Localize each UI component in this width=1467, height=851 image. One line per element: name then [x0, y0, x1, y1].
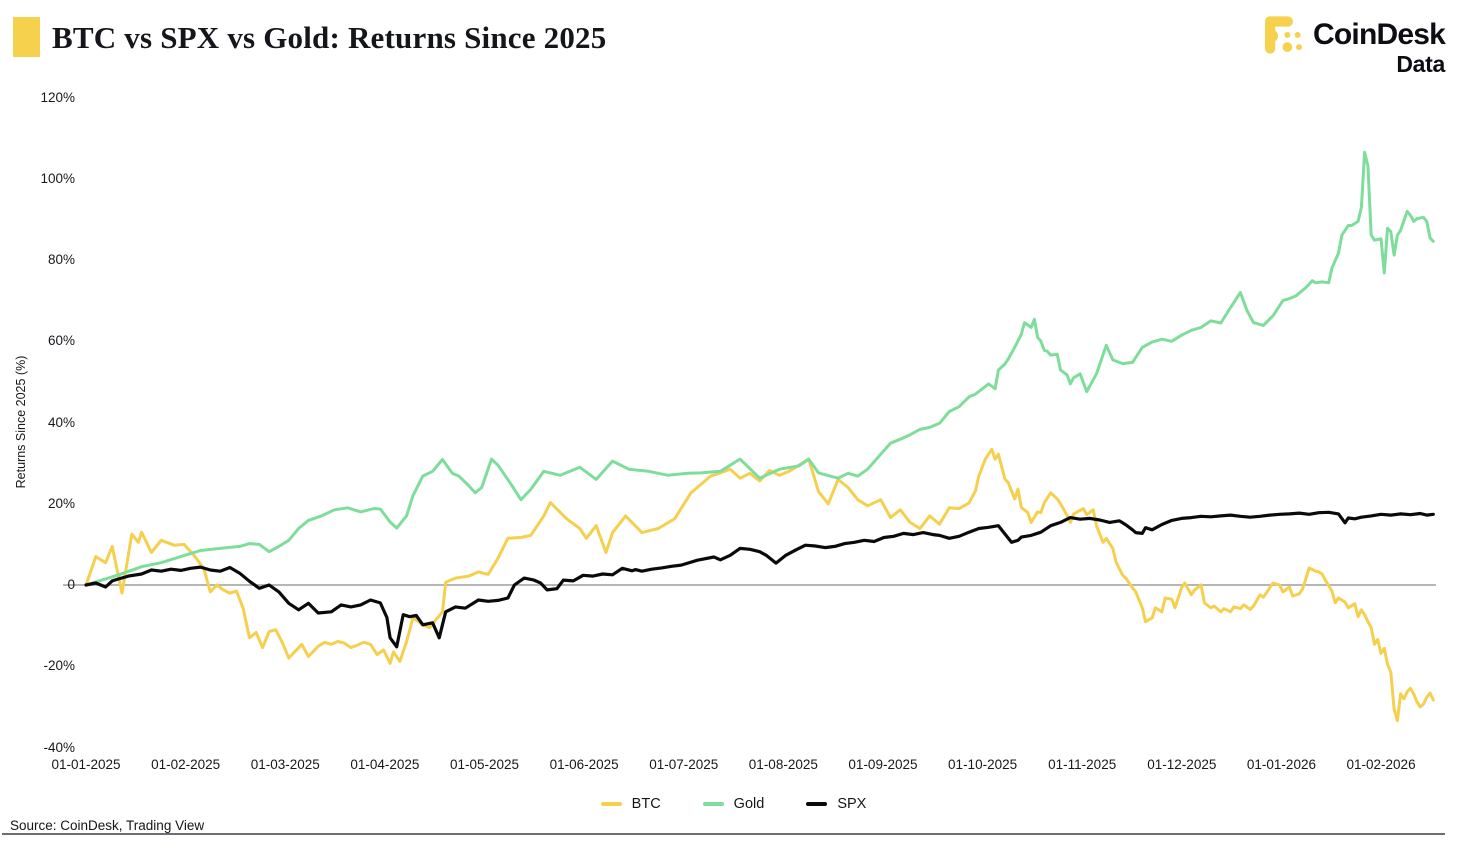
legend-item-gold: Gold — [702, 796, 765, 812]
y-tick-label: 40% — [47, 414, 75, 430]
series-line-btc — [84, 447, 1435, 723]
legend-swatch-spx — [806, 802, 828, 806]
x-tick-label: 01-02-2026 — [1346, 757, 1416, 772]
x-tick-label: 01-02-2025 — [151, 757, 221, 772]
y-tick-label: -40% — [43, 739, 75, 755]
y-tick-label: 100% — [40, 170, 75, 186]
legend-label: BTC — [631, 796, 661, 812]
legend-swatch-btc — [600, 802, 622, 806]
x-tick-label: 01-07-2025 — [649, 757, 719, 772]
y-tick-label: 80% — [47, 252, 75, 267]
legend-label: SPX — [837, 796, 867, 812]
legend-swatch-gold — [702, 802, 724, 806]
chart-legend: BTC Gold SPX — [0, 796, 1467, 812]
x-tick-label: 01-03-2025 — [250, 757, 320, 772]
logo-brand-text: CoinDesk — [1313, 18, 1446, 51]
page-title: BTC vs SPX vs Gold: Returns Since 2025 — [52, 20, 607, 55]
y-tick-label: 20% — [47, 495, 75, 511]
coindesk-logo-icon — [1265, 16, 1306, 54]
bottom-divider — [2, 833, 1445, 835]
series-line-spx — [84, 510, 1435, 649]
x-tick-label: 01-01-2025 — [51, 757, 121, 772]
coindesk-logo: CoinDesk Data — [1265, 16, 1446, 78]
source-attribution: Source: CoinDesk, Trading View — [10, 818, 205, 833]
x-tick-label: 01-09-2025 — [848, 757, 918, 772]
y-tick-label: -20% — [43, 658, 75, 674]
x-tick-label: 01-12-2025 — [1147, 757, 1217, 772]
title-accent-square — [13, 17, 40, 57]
logo-sub-text: Data — [1396, 51, 1445, 77]
series-line-gold — [84, 150, 1435, 587]
x-tick-label: 01-05-2025 — [449, 757, 519, 772]
y-tick-label: 120% — [40, 89, 75, 105]
x-tick-label: 01-06-2025 — [549, 757, 619, 772]
x-tick-label: 01-11-2025 — [1048, 757, 1117, 772]
legend-label: Gold — [733, 796, 765, 812]
legend-item-spx: SPX — [806, 796, 866, 812]
x-tick-label: 01-04-2025 — [350, 757, 420, 772]
x-tick-label: 01-10-2025 — [948, 757, 1018, 772]
x-tick-label: 01-08-2025 — [748, 757, 818, 772]
y-tick-label: 60% — [47, 333, 75, 349]
y-tick-label: 0 — [67, 577, 75, 592]
legend-item-btc: BTC — [600, 796, 661, 812]
x-tick-label: 01-01-2026 — [1246, 757, 1316, 772]
